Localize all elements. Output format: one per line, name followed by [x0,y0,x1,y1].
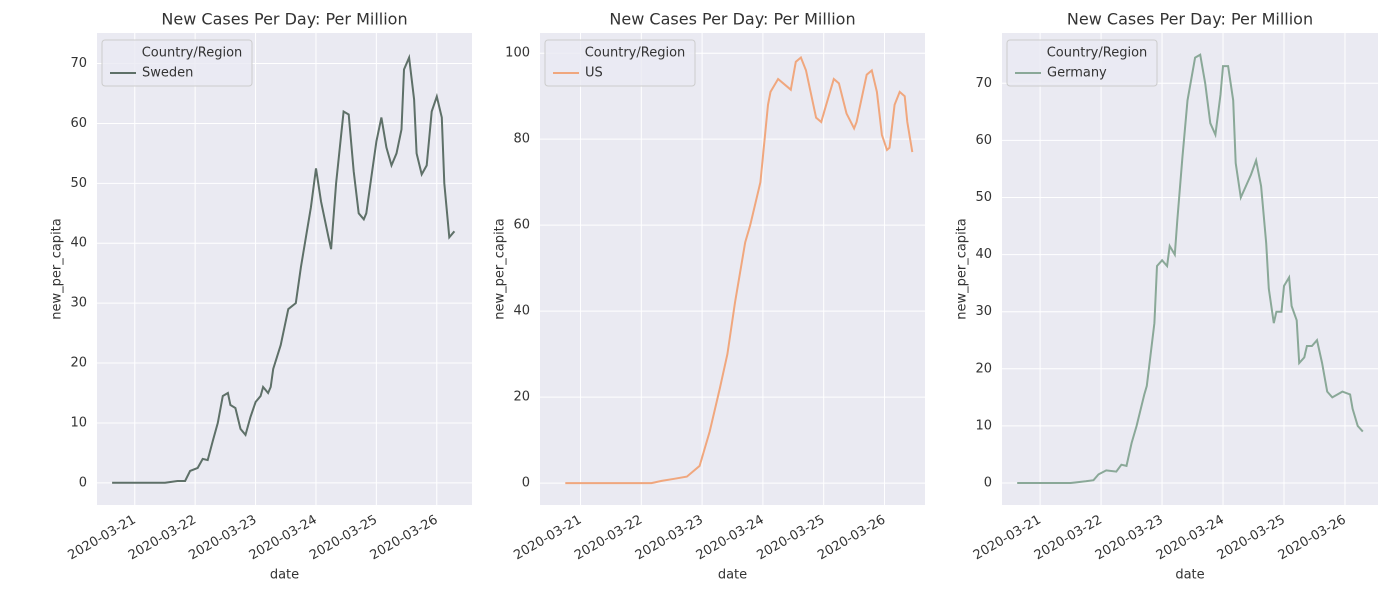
y-axis-label: new_per_capita [493,218,508,320]
plot-area [1002,33,1378,505]
y-tick-label: 30 [70,296,87,311]
y-tick-label: 40 [513,304,530,319]
y-tick-label: 70 [975,76,992,91]
chart-title: New Cases Per Day: Per Million [1067,10,1313,29]
y-tick-label: 50 [70,176,87,191]
y-tick-label: 60 [975,133,992,148]
x-tick-label: 2020-03-26 [368,513,441,564]
legend-title: Country/Region [585,46,686,61]
y-tick-label: 20 [70,356,87,371]
x-tick-label: 2020-03-23 [633,513,706,564]
legend-box [101,39,253,87]
x-tick-label: 2020-03-21 [66,513,139,564]
x-axis-label: date [270,568,299,583]
legend-title: Country/Region [142,46,243,61]
legend-label: Germany [1047,66,1107,81]
y-tick-label: 100 [505,46,530,61]
x-axis-label: date [1175,568,1204,583]
legend-label: Sweden [142,66,193,81]
y-tick-label: 10 [975,418,992,433]
y-tick-label: 60 [513,218,530,233]
x-tick-label: 2020-03-23 [186,513,259,564]
y-tick-label: 80 [513,132,530,147]
plot-area [97,33,472,505]
x-tick-label: 2020-03-24 [1154,513,1227,564]
y-tick-label: 60 [70,116,87,131]
x-tick-label: 2020-03-22 [572,513,645,564]
x-axis-label: date [718,568,747,583]
x-tick-label: 2020-03-25 [754,513,827,564]
x-tick-label: 2020-03-25 [307,513,380,564]
y-tick-label: 10 [70,415,87,430]
y-tick-label: 0 [79,475,87,490]
legend-box [544,39,696,87]
y-tick-label: 50 [975,190,992,205]
x-tick-label: 2020-03-22 [1032,513,1105,564]
series-line [565,55,914,485]
legend-label: US [585,66,603,81]
y-tick-label: 40 [975,247,992,262]
x-tick-label: 2020-03-25 [1215,513,1288,564]
x-tick-label: 2020-03-26 [1276,513,1349,564]
x-tick-label: 2020-03-24 [694,513,767,564]
chart-title: New Cases Per Day: Per Million [609,10,855,29]
y-tick-label: 30 [975,304,992,319]
x-tick-label: 2020-03-21 [511,513,584,564]
x-tick-label: 2020-03-24 [247,513,320,564]
y-tick-label: 0 [522,476,530,491]
legend-title: Country/Region [1047,46,1148,61]
y-tick-label: 40 [70,236,87,251]
y-tick-label: 20 [975,361,992,376]
legend-box [1006,39,1158,87]
x-tick-label: 2020-03-21 [971,513,1044,564]
y-tick-label: 70 [70,56,87,71]
x-tick-label: 2020-03-23 [1093,513,1166,564]
y-tick-label: 0 [984,476,992,491]
chart-title: New Cases Per Day: Per Million [161,10,407,29]
plot-area [540,33,925,505]
x-tick-label: 2020-03-26 [815,513,888,564]
x-tick-label: 2020-03-22 [126,513,199,564]
series-line [1017,53,1364,484]
y-tick-label: 20 [513,390,530,405]
series-line [112,53,456,484]
y-axis-label: new_per_capita [50,218,65,320]
y-axis-label: new_per_capita [955,218,970,320]
